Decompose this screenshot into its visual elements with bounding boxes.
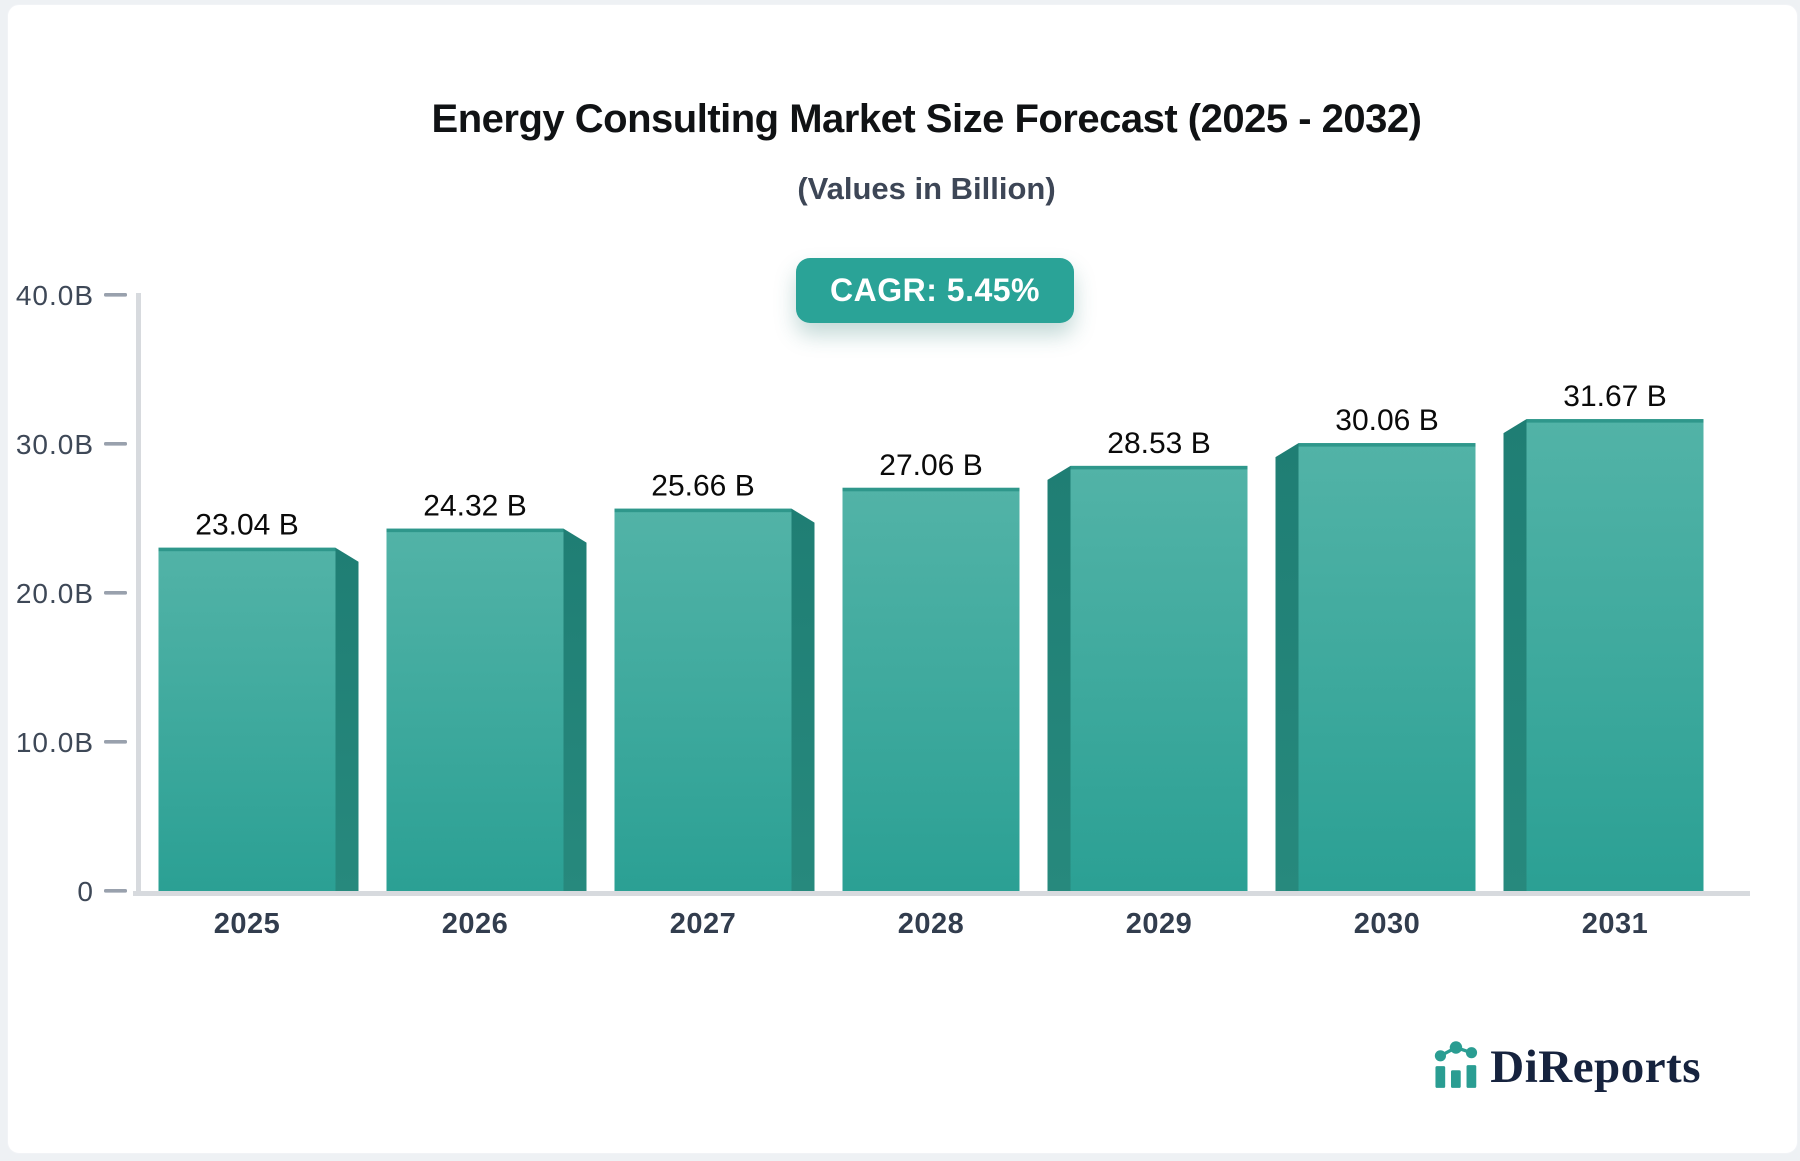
- bar-value-label: 24.32 B: [423, 490, 526, 523]
- bar-value-label: 27.06 B: [879, 449, 982, 482]
- cagr-badge: CAGR: 5.45%: [796, 258, 1074, 323]
- direports-logo: DiReports: [1433, 1033, 1701, 1091]
- bar-2031: [1503, 419, 1704, 891]
- x-tick-label: 2030: [1354, 908, 1421, 940]
- x-tick-label: 2028: [898, 908, 965, 940]
- bar-main-face: [842, 487, 1020, 891]
- bar-top-edge: [842, 487, 1020, 492]
- bar-value-label: 31.67 B: [1563, 380, 1666, 413]
- logo-text: DiReports: [1490, 1041, 1701, 1093]
- y-tick-mark: [104, 889, 127, 893]
- bar-value-label: 23.04 B: [195, 509, 298, 542]
- bar-main-face: [1526, 419, 1704, 891]
- y-tick-label: 10.0B: [16, 727, 94, 758]
- bar-main-face: [386, 528, 564, 891]
- bar-top-edge: [158, 547, 336, 552]
- bar-side-face: [1275, 443, 1299, 891]
- x-tick-label: 2029: [1126, 908, 1193, 940]
- bar-side-face: [791, 508, 815, 891]
- bar-side-face: [563, 528, 587, 891]
- y-tick-mark: [104, 591, 127, 595]
- x-tick-label: 2027: [670, 908, 737, 940]
- bar-main-face: [614, 508, 792, 891]
- bar-2027: [614, 508, 815, 891]
- y-tick-label: 30.0B: [16, 429, 94, 460]
- bar-2029: [1047, 465, 1248, 891]
- bar-main-face: [1070, 465, 1248, 891]
- bar-value-label: 30.06 B: [1335, 404, 1438, 437]
- chart-title: Energy Consulting Market Size Forecast (…: [431, 97, 1422, 141]
- x-tick-label: 2031: [1582, 908, 1649, 940]
- y-tick-mark: [104, 293, 127, 297]
- bar-top-edge: [1070, 465, 1248, 470]
- x-tick-label: 2026: [442, 908, 509, 940]
- bar-main-face: [158, 547, 336, 891]
- bar-top-edge: [1526, 419, 1704, 423]
- bar-2026: [386, 528, 587, 891]
- y-tick-label: 20.0B: [16, 578, 94, 609]
- x-axis-line: [133, 891, 1750, 896]
- y-tick-mark: [104, 740, 127, 744]
- y-axis-line: [136, 293, 141, 896]
- bar-value-label: 25.66 B: [651, 470, 754, 503]
- bar-chart: 0 10.0B 20.0B 30.0B 40.0B 23.04 B 2025 24.32 B 2…: [8, 5, 1797, 1153]
- mini-bar-chart-icon: [1435, 1041, 1478, 1088]
- bar-top-edge: [386, 528, 564, 533]
- chart-subtitle: (Values in Billion): [797, 171, 1056, 206]
- y-tick-mark: [104, 442, 127, 446]
- bar-side-face: [335, 547, 359, 891]
- bar-side-face: [1503, 419, 1527, 891]
- bar-top-edge: [614, 508, 792, 513]
- bar-chart-svg: 0 10.0B 20.0B 30.0B 40.0B 23.04 B 2025 24.32 B 2…: [16, 280, 1750, 940]
- chart-card: Energy Consulting Market Size Forecast (…: [7, 4, 1798, 1154]
- bar-2025: [158, 547, 359, 891]
- bar-main-face: [1298, 443, 1476, 891]
- y-tick-label: 0: [77, 876, 94, 907]
- bar-side-face: [1047, 465, 1071, 891]
- x-tick-label: 2025: [214, 908, 281, 940]
- bar-value-label: 28.53 B: [1107, 427, 1210, 460]
- bar-2028: [842, 487, 1020, 891]
- bar-2030: [1275, 443, 1476, 891]
- y-tick-label: 40.0B: [16, 280, 94, 311]
- bar-top-edge: [1298, 443, 1476, 447]
